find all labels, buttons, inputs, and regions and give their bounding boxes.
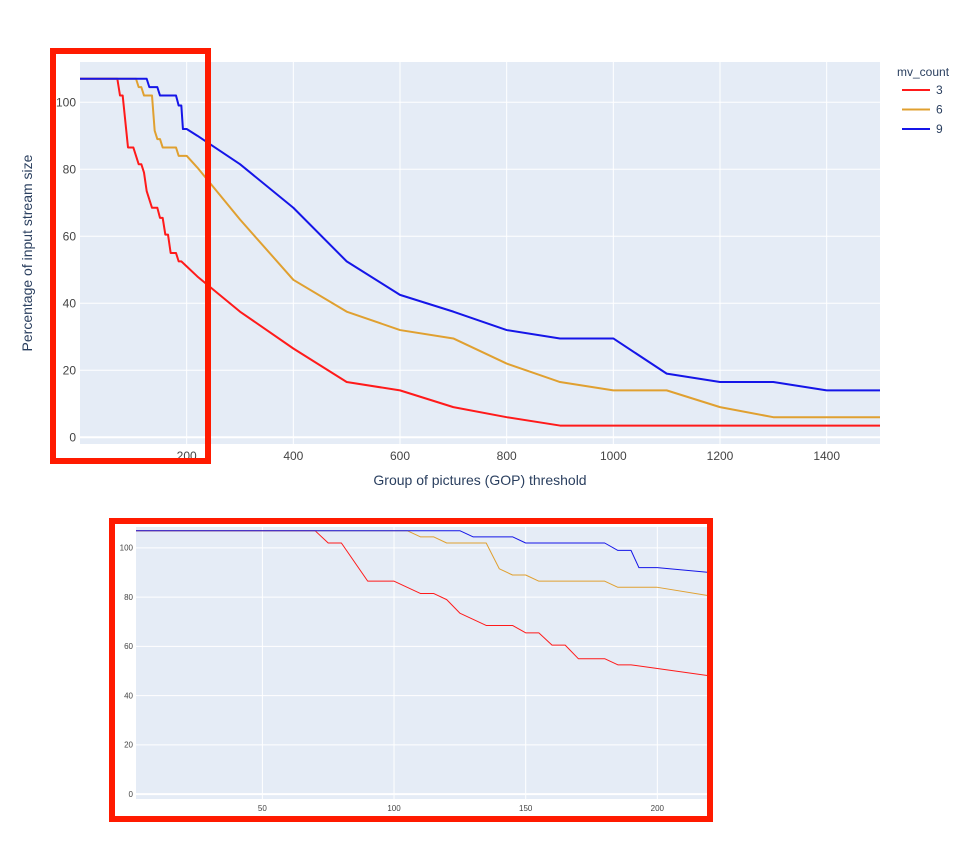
y-tick-label: 20 — [63, 363, 77, 377]
main-x-tick-labels: 200 400 600 800 1000 1200 1400 — [177, 449, 841, 463]
y-tick-label: 80 — [63, 162, 77, 176]
main-y-tick-labels: 0 20 40 60 80 100 — [56, 95, 76, 444]
x-tick-label: 1400 — [813, 449, 840, 463]
y-tick-label: 40 — [124, 691, 133, 700]
main-y-axis-title: Percentage of input stream size — [19, 154, 35, 351]
series-line-3 — [80, 77, 880, 427]
legend-items: 3 6 9 — [902, 83, 943, 136]
highlight-box-main — [50, 48, 211, 464]
legend-label-3[interactable]: 3 — [936, 83, 943, 97]
highlight-box-zoom — [109, 518, 713, 822]
series-line-3 — [136, 530, 710, 677]
x-tick-label: 600 — [390, 449, 410, 463]
series-line-9 — [136, 530, 710, 574]
zoom-y-tick-labels: 0 20 40 60 80 100 — [120, 544, 134, 799]
y-tick-label: 40 — [63, 296, 77, 310]
main-grid — [80, 62, 880, 444]
x-tick-label: 1200 — [707, 449, 734, 463]
zoom-x-tick-labels: 50 100 150 200 — [258, 804, 665, 813]
legend-title: mv_count — [897, 65, 950, 79]
x-tick-label: 1000 — [600, 449, 627, 463]
legend: mv_count 3 6 9 — [897, 65, 950, 136]
legend-label-9[interactable]: 9 — [936, 122, 943, 136]
y-tick-label: 80 — [124, 593, 133, 602]
series-line-6 — [80, 77, 880, 419]
x-tick-label: 400 — [283, 449, 303, 463]
y-tick-label: 60 — [63, 229, 77, 243]
x-tick-label: 200 — [651, 804, 665, 813]
y-tick-label: 0 — [69, 430, 76, 444]
x-tick-label: 150 — [519, 804, 533, 813]
y-tick-label: 0 — [129, 790, 134, 799]
y-tick-label: 60 — [124, 642, 133, 651]
series-line-6 — [136, 530, 710, 597]
y-tick-label: 100 — [120, 544, 134, 553]
y-tick-label: 100 — [56, 95, 76, 109]
zoom-chart: 50 100 150 200 0 20 40 60 80 100 — [109, 518, 713, 822]
legend-label-6[interactable]: 6 — [936, 103, 943, 117]
x-tick-label: 50 — [258, 804, 267, 813]
main-x-axis-title: Group of pictures (GOP) threshold — [373, 472, 586, 488]
zoom-grid — [136, 527, 710, 799]
zoom-plot-area — [136, 527, 710, 799]
zoom-series-lines — [136, 530, 710, 677]
series-line-9 — [80, 77, 880, 392]
y-tick-label: 20 — [124, 741, 133, 750]
main-series-lines — [80, 77, 880, 427]
main-plot-area — [80, 62, 880, 444]
x-tick-label: 100 — [387, 804, 401, 813]
x-tick-label: 800 — [497, 449, 517, 463]
